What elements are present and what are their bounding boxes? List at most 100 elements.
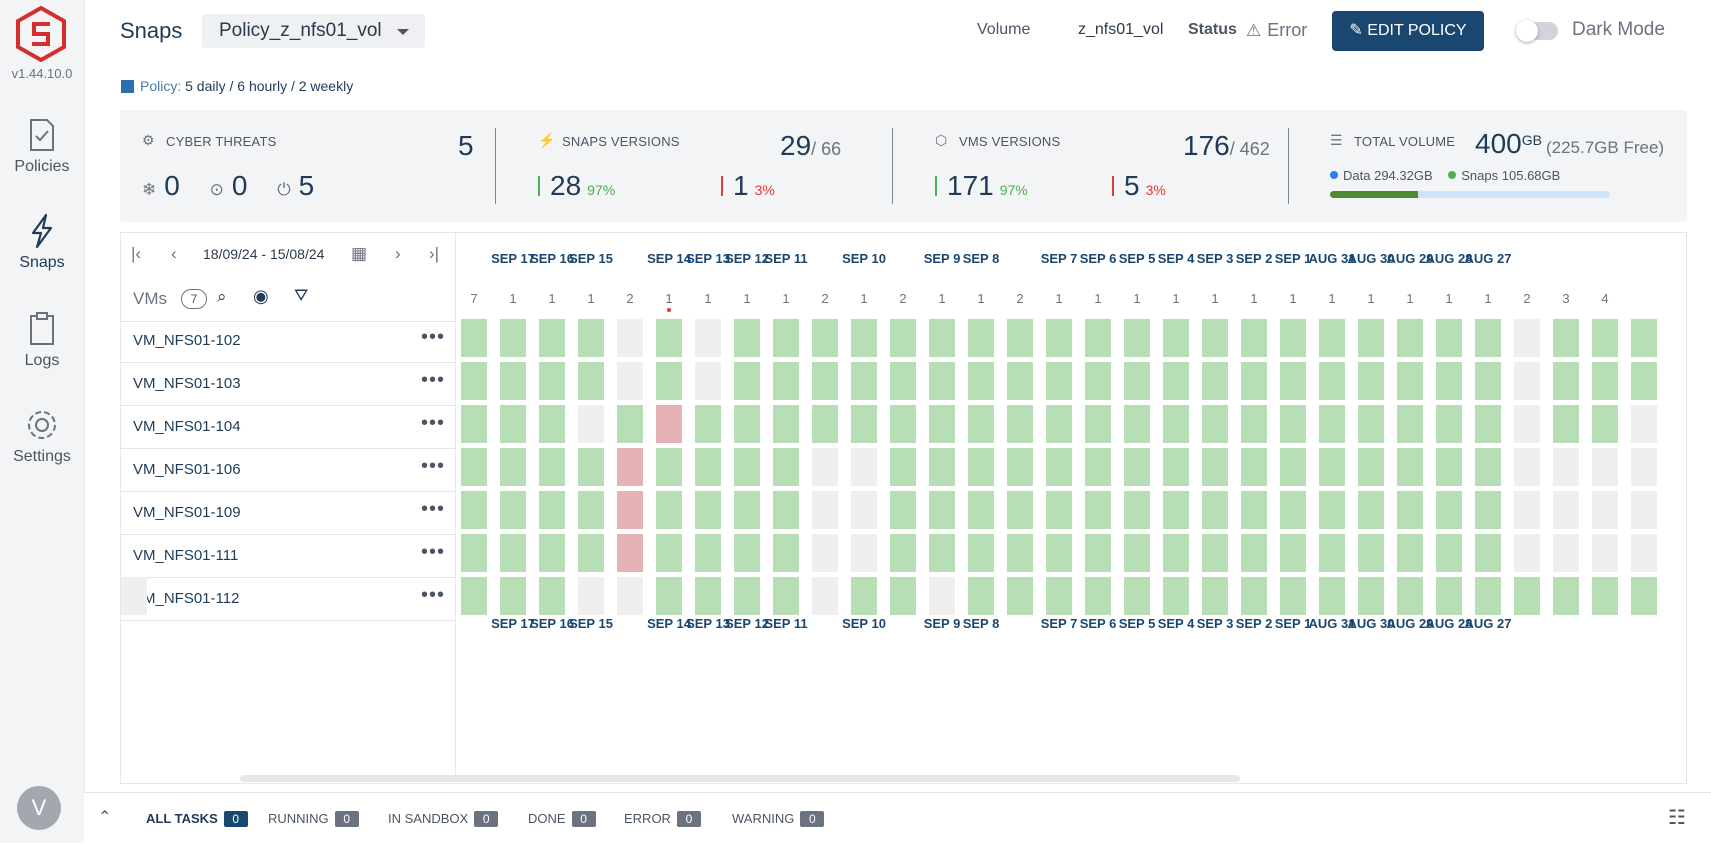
snap-cell[interactable] [1241,362,1267,400]
snap-cell[interactable] [1124,577,1150,615]
snap-cell[interactable] [1280,448,1306,486]
snap-cell[interactable] [1202,491,1228,529]
snap-cell[interactable] [656,362,682,400]
edit-policy-button[interactable]: ✎ EDIT POLICY [1332,11,1484,51]
snap-cell[interactable] [1202,362,1228,400]
snap-cell[interactable] [1241,405,1267,443]
snap-cell[interactable] [1553,534,1579,572]
snap-cell[interactable] [1007,405,1033,443]
snap-cell[interactable] [1046,319,1072,357]
snap-cell[interactable] [1553,491,1579,529]
snap-cell[interactable] [1436,491,1462,529]
snap-cell[interactable] [929,319,955,357]
snap-cell[interactable] [1319,448,1345,486]
snap-cell[interactable] [773,448,799,486]
calendar-icon[interactable]: ▦ [351,244,368,263]
snap-cell[interactable] [1280,491,1306,529]
snap-cell[interactable] [734,577,760,615]
vm-row[interactable]: VM_NFS01-112 ••• [121,578,455,621]
snap-cell[interactable] [617,362,643,400]
snap-cell[interactable] [1514,534,1540,572]
snap-cell[interactable] [1007,448,1033,486]
snap-cell[interactable] [500,448,526,486]
snap-cell[interactable] [1592,405,1618,443]
snap-cell[interactable] [461,448,487,486]
snap-cell[interactable] [1436,362,1462,400]
snap-cell[interactable] [1241,319,1267,357]
snap-cell[interactable] [1046,405,1072,443]
snap-cell[interactable] [617,405,643,443]
snap-cell[interactable] [1007,319,1033,357]
first-page-icon[interactable]: |‹ [131,244,142,263]
snap-cell[interactable] [1319,362,1345,400]
snap-cell[interactable] [656,448,682,486]
snap-cell[interactable] [812,448,838,486]
dark-mode-toggle[interactable] [1516,20,1558,42]
snap-cell[interactable] [656,577,682,615]
snap-cell[interactable] [1475,577,1501,615]
snap-cell[interactable] [734,491,760,529]
snap-cell[interactable] [1007,491,1033,529]
snap-cell[interactable] [1319,319,1345,357]
snap-cell[interactable] [890,534,916,572]
snap-cell[interactable] [1319,534,1345,572]
vm-row[interactable]: VM_NFS01-109 ••• [121,492,455,535]
snap-cell[interactable] [461,362,487,400]
snap-cell[interactable] [656,491,682,529]
snap-cell[interactable] [617,319,643,357]
snap-cell[interactable] [617,491,643,529]
horizontal-scrollbar[interactable] [240,775,1240,782]
snap-cell[interactable] [1163,319,1189,357]
last-page-icon[interactable]: ›| [429,244,440,263]
snap-cell[interactable] [1475,319,1501,357]
more-options-icon[interactable]: ••• [421,584,446,606]
snap-cell[interactable] [1319,577,1345,615]
snap-cell[interactable] [1124,319,1150,357]
date-range[interactable]: 18/09/24 - 15/08/24 [203,246,325,262]
snap-cell[interactable] [1280,405,1306,443]
snap-cell[interactable] [734,319,760,357]
snap-cell[interactable] [812,534,838,572]
search-icon[interactable]: ⌕ [217,287,227,306]
prev-icon[interactable]: ‹ [171,244,177,263]
snap-cell[interactable] [539,534,565,572]
snap-cell[interactable] [812,405,838,443]
snap-cell[interactable] [617,448,643,486]
snap-cell[interactable] [890,405,916,443]
task-tab-running[interactable]: RUNNING 0 [268,811,359,827]
more-options-icon[interactable]: ••• [421,369,446,391]
snap-cell[interactable] [1358,319,1384,357]
snap-cell[interactable] [773,319,799,357]
snap-cell[interactable] [1592,319,1618,357]
snap-cell[interactable] [1397,405,1423,443]
snap-cell[interactable] [1085,319,1111,357]
nav-logs[interactable]: Logs [0,310,84,370]
snap-cell[interactable] [539,362,565,400]
snap-cell[interactable] [1436,534,1462,572]
snap-cell[interactable] [695,405,721,443]
snap-cell[interactable] [851,405,877,443]
snap-cell[interactable] [890,319,916,357]
snap-cell[interactable] [1163,362,1189,400]
snap-cell[interactable] [461,319,487,357]
snap-cell[interactable] [929,491,955,529]
snap-cell[interactable] [1124,534,1150,572]
snap-cell[interactable] [1358,405,1384,443]
vm-row[interactable]: VM_NFS01-106 ••• [121,449,455,492]
snap-cell[interactable] [500,405,526,443]
snap-cell[interactable] [1592,534,1618,572]
snap-cell[interactable] [617,577,643,615]
snap-cell[interactable] [461,405,487,443]
snap-cell[interactable] [1436,448,1462,486]
snap-cell[interactable] [695,362,721,400]
snap-cell[interactable] [773,577,799,615]
snap-cell[interactable] [578,534,604,572]
snap-cell[interactable] [734,448,760,486]
snap-cell[interactable] [1163,448,1189,486]
snap-cell[interactable] [656,534,682,572]
snap-cell[interactable] [1514,491,1540,529]
snap-cell[interactable] [500,491,526,529]
snap-cell[interactable] [1007,362,1033,400]
snap-cell[interactable] [1514,405,1540,443]
snap-cell[interactable] [1358,491,1384,529]
